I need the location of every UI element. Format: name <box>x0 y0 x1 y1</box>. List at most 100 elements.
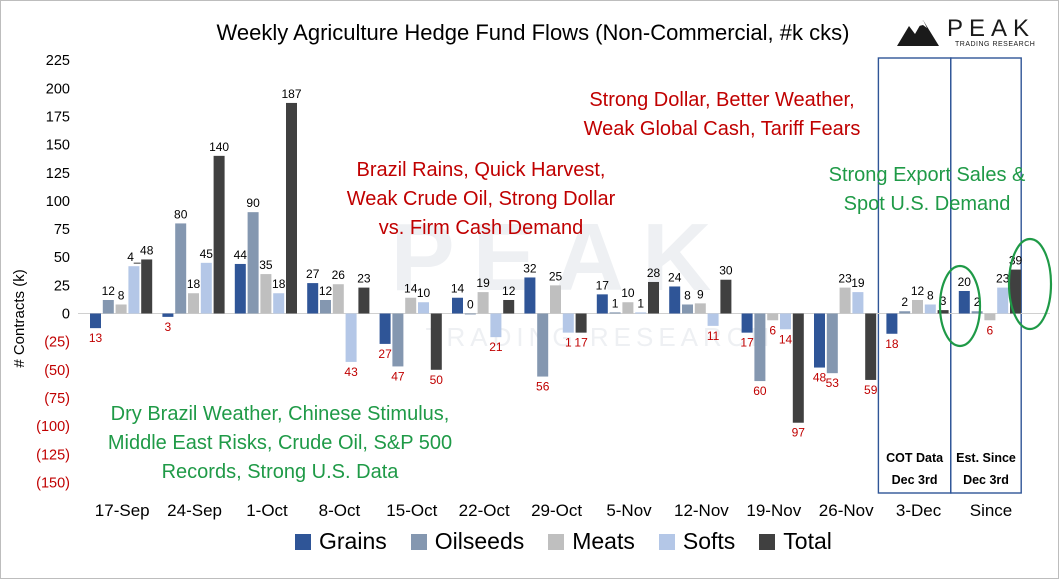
legend-swatch <box>658 533 675 550</box>
legend-swatch <box>410 533 427 550</box>
bar-meats <box>332 284 344 314</box>
y-tick-label: 100 <box>46 194 70 210</box>
data-label: 17 <box>740 336 754 350</box>
bar-oilseeds <box>826 313 838 374</box>
bar-meats <box>550 285 561 314</box>
bar-total <box>1010 269 1021 314</box>
bar-softs <box>200 262 212 314</box>
data-label: 4_ <box>127 250 141 264</box>
bar-softs <box>273 293 285 314</box>
bar-oilseeds <box>392 313 404 367</box>
data-label: 1 <box>565 336 572 350</box>
estimate-box <box>950 57 1022 494</box>
data-label: 12 <box>319 284 333 298</box>
bar-total <box>358 287 370 314</box>
annotation-text: Strong Dollar, Better Weather, <box>589 89 854 111</box>
data-label: 45 <box>200 247 214 261</box>
data-label: 32 <box>523 261 537 275</box>
legend-item: Grains <box>295 528 387 555</box>
bar-meats <box>260 274 272 314</box>
x-tick-label: 12-Nov <box>674 501 729 520</box>
y-tick-label: 125 <box>46 166 70 182</box>
bar-grains <box>958 290 970 314</box>
highlight-ellipse <box>938 264 982 348</box>
data-label: 44 <box>234 248 248 262</box>
data-label: 27 <box>306 267 320 281</box>
bar-grains <box>162 313 174 317</box>
x-tick-label: 29-Oct <box>531 501 582 520</box>
mountain-logo-icon: PEAK TRADING RESEARCH <box>897 15 1035 48</box>
highlight-ellipse <box>1007 237 1053 331</box>
legend-swatch <box>548 533 565 550</box>
data-label: 3 <box>940 294 947 308</box>
x-tick-label: 17-Sep <box>95 501 150 520</box>
x-tick-label: 22-Oct <box>459 501 510 520</box>
data-label: 50 <box>430 373 444 387</box>
y-tick-label: 0 <box>62 307 70 323</box>
chart-legend: Grains Oilseeds Meats Softs Total <box>295 528 832 555</box>
data-label: 8 <box>927 288 934 302</box>
y-tick-label: 225 <box>46 53 70 69</box>
legend-label: Oilseeds <box>434 528 525 554</box>
box-label: COT Data <box>886 451 944 465</box>
bar-total <box>792 313 804 423</box>
bar-total <box>937 310 949 314</box>
bar-meats <box>839 287 851 314</box>
bar-softs <box>707 313 719 326</box>
y-tick-label: 50 <box>54 250 70 266</box>
y-tick-label: 175 <box>46 109 70 125</box>
x-tick-label: 5-Nov <box>606 501 652 520</box>
bar-total <box>575 313 587 333</box>
annotation-text: Weak Crude Oil, Strong Dollar <box>347 188 616 210</box>
bar-grains <box>379 313 391 344</box>
bar-meats <box>694 303 706 314</box>
y-tick-label: 200 <box>46 81 70 97</box>
bar-total <box>430 313 442 370</box>
legend-item: Total <box>759 528 832 555</box>
data-label: 43 <box>344 365 358 379</box>
data-label: 59 <box>864 383 878 397</box>
bar-oilseeds <box>102 299 114 314</box>
legend-swatch <box>759 533 776 550</box>
data-label: 35 <box>259 258 273 272</box>
data-label: 56 <box>536 380 550 394</box>
bar-oilseeds <box>247 212 259 314</box>
data-label: 18 <box>187 277 201 291</box>
bar-oilseeds <box>609 312 621 314</box>
data-label: 21 <box>489 340 503 354</box>
data-label: 12 <box>102 284 116 298</box>
x-tick-label: 26-Nov <box>819 501 874 520</box>
peak-logo: PEAK TRADING RESEARCH <box>895 12 1045 50</box>
bar-oilseeds <box>537 313 549 377</box>
bar-softs <box>924 304 936 314</box>
data-label: 18 <box>885 337 899 351</box>
y-tick-label: 75 <box>54 222 70 238</box>
bar-grains <box>596 294 608 314</box>
bar-softs <box>128 266 140 314</box>
legend-label: Grains <box>319 528 387 554</box>
data-label: 6 <box>769 323 776 337</box>
data-label: 1 <box>637 296 644 310</box>
y-tick-label: (125) <box>36 447 70 463</box>
data-label: 30 <box>719 264 733 278</box>
y-tick-label: 25 <box>54 278 70 294</box>
bar-meats <box>188 293 199 314</box>
data-label: 2 <box>901 295 908 309</box>
data-label: 2 <box>974 295 981 309</box>
data-label: 26 <box>332 268 346 282</box>
bar-meats <box>477 292 489 314</box>
bar-meats <box>912 299 923 314</box>
x-tick-label: 1-Oct <box>246 501 288 520</box>
data-label: 12 <box>911 284 925 298</box>
annotation-text: Spot U.S. Demand <box>844 193 1011 215</box>
data-label: 140 <box>209 140 229 154</box>
data-label: 17 <box>574 336 588 350</box>
legend-label: Total <box>783 528 832 554</box>
legend-label: Softs <box>682 528 736 554</box>
box-label: Est. Since <box>956 451 1016 465</box>
bar-oilseeds <box>175 223 187 314</box>
brand-tagline: TRADING RESEARCH <box>955 41 1035 48</box>
bar-grains <box>90 313 101 329</box>
data-label: 20 <box>958 275 972 289</box>
data-label: 13 <box>89 331 103 345</box>
